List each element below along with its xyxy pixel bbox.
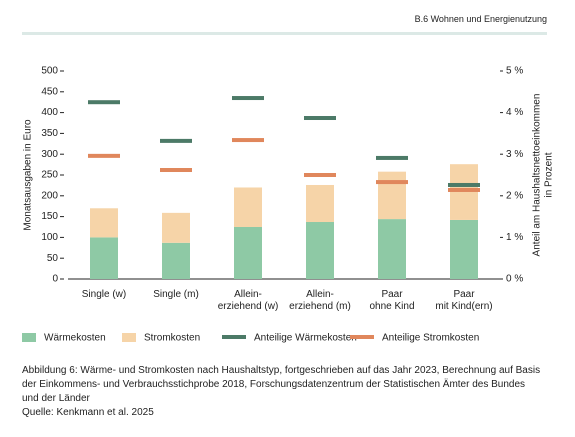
- legend-swatch: [222, 335, 246, 339]
- bar-segment: [90, 237, 118, 279]
- bar-segment: [378, 219, 406, 279]
- y2-tick-label: 3 %: [506, 149, 523, 160]
- header: B.6 Wohnen und Energienutzung: [414, 14, 547, 24]
- caption: Abbildung 6: Wärme- und Stromkosten nach…: [22, 364, 542, 420]
- x-tick-label: Single (w): [82, 289, 126, 300]
- y2-tick-label: 1 %: [506, 232, 523, 243]
- caption-source: Quelle: Kenkmann et al. 2025: [22, 407, 154, 418]
- share-marker: [88, 153, 120, 158]
- y-tick-label: 50: [47, 253, 59, 264]
- bar-segment: [234, 227, 262, 279]
- x-tick-label: Allein-erziehend (m): [289, 289, 351, 312]
- share-marker: [232, 96, 264, 101]
- y2-tick-label: 4 %: [506, 107, 523, 118]
- share-marker: [160, 168, 192, 173]
- legend-swatch: [22, 333, 36, 342]
- x-tick-label: Paar ohne Kind: [369, 289, 414, 312]
- y-axis-label: Monatsausgaben in Euro: [23, 119, 34, 231]
- y-tick-label: 0: [52, 274, 58, 285]
- y2-axis-label: Anteil am Haushaltsnettoeinkommen: [532, 94, 543, 257]
- y-tick-label: 450: [41, 86, 58, 97]
- x-tick-label: Single (m): [153, 289, 199, 300]
- bar-segment: [306, 184, 334, 223]
- bar-segment: [90, 208, 118, 238]
- y-tick-label: 400: [41, 107, 58, 118]
- y2-axis-label: in Prozent: [544, 152, 555, 197]
- bar-segment: [450, 164, 478, 220]
- bar-segment: [378, 171, 406, 220]
- legend-label: Wärmekosten: [44, 333, 106, 344]
- y2-tick-label: 2 %: [506, 190, 523, 201]
- share-marker: [232, 138, 264, 143]
- legend-label: Anteilige Stromkosten: [382, 333, 479, 344]
- x-tick-label: Paar mit Kind(ern): [435, 289, 492, 312]
- legend-label: Stromkosten: [144, 333, 200, 344]
- bar-segment: [162, 212, 190, 243]
- y-tick-label: 300: [41, 149, 58, 160]
- y-tick-label: 350: [41, 128, 58, 139]
- share-marker: [448, 182, 480, 187]
- share-marker: [448, 187, 480, 192]
- share-marker: [160, 138, 192, 143]
- share-marker: [304, 173, 336, 177]
- y2-tick-label: 0 %: [506, 274, 523, 285]
- bar-segment: [450, 219, 478, 279]
- y-tick-label: 150: [41, 211, 58, 222]
- bar-segment: [306, 222, 334, 279]
- header-rule: [22, 32, 547, 35]
- share-marker: [376, 180, 408, 185]
- y-tick-label: 100: [41, 232, 58, 243]
- y-tick-label: 200: [41, 190, 58, 201]
- y2-tick-label: 5 %: [506, 66, 523, 77]
- caption-text: Abbildung 6: Wärme- und Stromkosten nach…: [22, 365, 541, 404]
- y-tick-label: 250: [41, 170, 58, 181]
- bar-segment: [234, 187, 262, 227]
- share-marker: [376, 155, 408, 160]
- legend-swatch: [122, 333, 136, 342]
- legend-swatch: [350, 335, 374, 339]
- share-marker: [88, 100, 120, 105]
- y-tick-label: 500: [41, 66, 58, 77]
- share-marker: [304, 116, 336, 121]
- x-tick-label: Allein-erziehend (w): [218, 289, 279, 312]
- bar-segment: [162, 242, 190, 279]
- legend-label: Anteilige Wärmekosten: [254, 333, 357, 344]
